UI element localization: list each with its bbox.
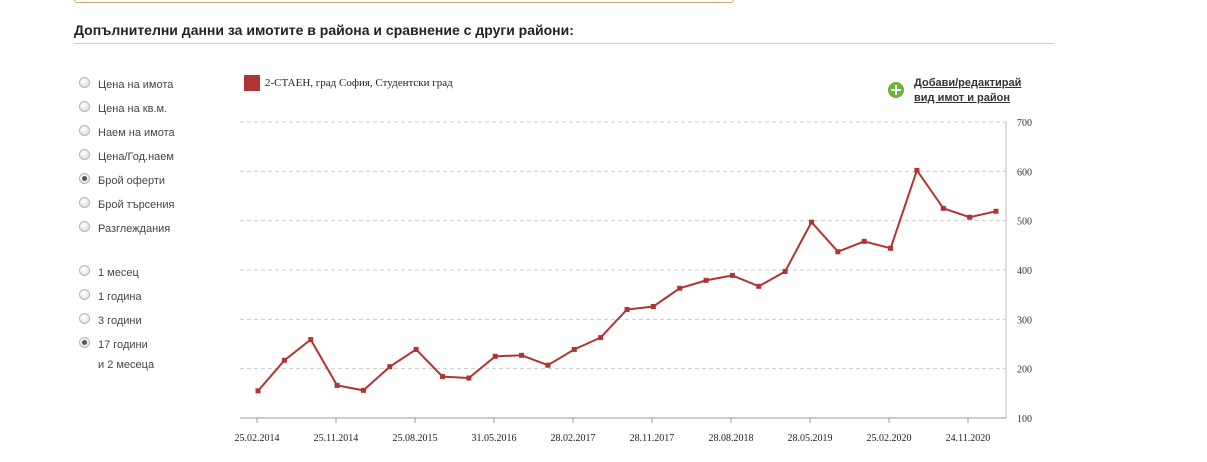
x-tick-label: 25.11.2014	[314, 433, 359, 444]
period-label[interactable]: 17 години и 2 месеца	[98, 339, 155, 371]
y-tick-label: 500	[1017, 217, 1032, 228]
period-label[interactable]: 1 година	[98, 291, 142, 303]
x-tick-label: 28.02.2017	[551, 433, 596, 444]
data-point	[466, 375, 472, 381]
metric-radio[interactable]	[79, 149, 90, 160]
metric-option[interactable]: Цена на имота	[79, 77, 173, 92]
metric-radio[interactable]	[79, 221, 90, 232]
data-point	[677, 285, 683, 291]
data-point	[809, 219, 814, 225]
period-option[interactable]: 3 години	[79, 313, 142, 328]
data-point	[993, 208, 999, 214]
metric-radio[interactable]	[79, 125, 90, 136]
metric-label[interactable]: Брой търсения	[98, 199, 175, 211]
metric-option[interactable]: Брой оферти	[79, 173, 165, 188]
metric-radio[interactable]	[79, 197, 90, 208]
data-point	[519, 352, 525, 358]
metric-label[interactable]: Разглеждания	[98, 223, 171, 235]
metric-option[interactable]: Брой търсения	[79, 197, 174, 212]
data-point	[940, 205, 946, 211]
legend-label: 2-СТАЕН, град София, Студентски град	[265, 77, 453, 89]
data-point	[545, 362, 551, 368]
period-option[interactable]: 1 месец	[79, 265, 139, 280]
metric-radio[interactable]	[79, 77, 90, 88]
period-label-line2[interactable]: и 2 месеца	[98, 359, 155, 371]
data-point	[782, 268, 788, 274]
x-tick-label: 28.05.2019	[788, 433, 833, 444]
period-radio[interactable]	[79, 265, 90, 276]
period-radio[interactable]	[79, 313, 90, 324]
data-point	[360, 387, 366, 393]
x-tick-label: 25.08.2015	[393, 433, 438, 444]
data-point	[967, 214, 973, 220]
x-tick-label: 31.05.2016	[472, 433, 517, 444]
data-point	[440, 374, 445, 380]
add-link-line2[interactable]: вид имот и район	[914, 92, 1010, 104]
x-tick-label: 25.02.2014	[235, 433, 280, 444]
period-label[interactable]: 1 месец	[98, 267, 139, 279]
period-radio[interactable]	[79, 289, 90, 300]
y-tick-label: 700	[1017, 118, 1032, 129]
y-tick-label: 400	[1017, 266, 1032, 277]
data-point	[729, 272, 735, 278]
data-point	[861, 238, 867, 244]
series-line	[257, 168, 997, 392]
data-point	[413, 346, 419, 352]
data-point	[308, 337, 314, 343]
plus-circle-icon	[888, 82, 904, 98]
period-option[interactable]: 1 година	[79, 289, 142, 304]
add-link-line1[interactable]: Добави/редактирай	[914, 77, 1022, 89]
data-point	[835, 249, 841, 255]
metric-radio[interactable]	[79, 173, 90, 184]
metric-radio[interactable]	[79, 101, 90, 112]
metric-label[interactable]: Наем на имота	[98, 127, 175, 139]
y-tick-label: 200	[1017, 365, 1032, 376]
data-point	[624, 306, 630, 312]
data-point	[492, 353, 498, 359]
metric-option[interactable]: Цена/Год.наем	[79, 149, 174, 164]
period-radio[interactable]	[79, 337, 90, 348]
metric-option[interactable]: Наем на имота	[79, 125, 175, 140]
data-point	[914, 167, 920, 173]
x-tick-label: 28.08.2018	[709, 433, 754, 444]
top-panel-edge	[74, 0, 734, 3]
y-tick-label: 300	[1017, 315, 1032, 326]
metric-label[interactable]: Цена на кв.м.	[98, 103, 168, 115]
data-point	[334, 382, 340, 388]
period-label[interactable]: 3 години	[98, 315, 142, 327]
y-tick-label: 600	[1017, 167, 1032, 178]
metric-label[interactable]: Цена/Год.наем	[98, 151, 174, 163]
legend-swatch	[244, 75, 260, 91]
data-point	[598, 335, 604, 341]
period-option[interactable]: 17 години и 2 месеца	[79, 337, 154, 372]
y-tick-label: 100	[1017, 414, 1032, 425]
title-divider	[74, 43, 1054, 44]
data-point	[571, 346, 577, 352]
add-edit-property-link[interactable]: Добави/редактирай вид имот и район	[888, 76, 1021, 106]
metric-option[interactable]: Цена на кв.м.	[79, 101, 167, 116]
metric-label[interactable]: Брой оферти	[98, 175, 165, 187]
section-title: Допълнителни данни за имотите в района и…	[74, 22, 574, 38]
data-point	[387, 364, 393, 370]
metric-label[interactable]: Цена на имота	[98, 79, 174, 91]
data-point	[756, 283, 762, 289]
data-point	[281, 357, 287, 363]
metric-option[interactable]: Разглеждания	[79, 221, 170, 236]
data-point	[888, 245, 894, 251]
data-point	[650, 304, 656, 310]
x-tick-label: 28.11.2017	[630, 433, 675, 444]
x-tick-label: 25.02.2020	[867, 433, 912, 444]
data-point	[703, 277, 709, 283]
data-point	[255, 388, 261, 394]
chart-legend: 2-СТАЕН, град София, Студентски град	[244, 75, 453, 91]
x-tick-label: 24.11.2020	[946, 433, 991, 444]
